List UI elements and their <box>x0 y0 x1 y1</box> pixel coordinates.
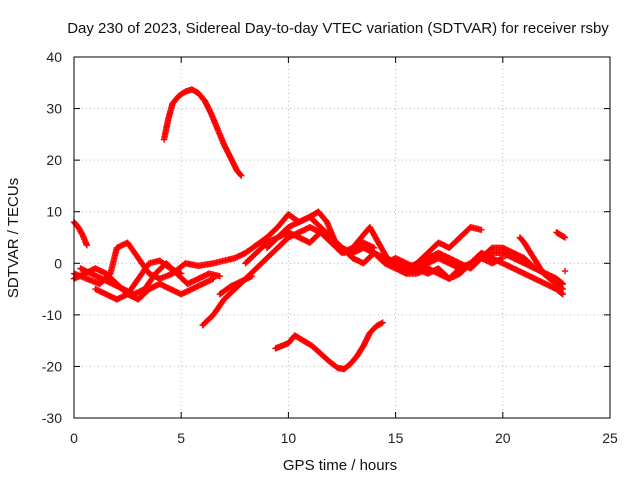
chart-title: Day 230 of 2023, Sidereal Day-to-day VTE… <box>67 20 609 37</box>
y-tick-label: 10 <box>46 204 62 220</box>
y-tick-label: -20 <box>42 358 62 374</box>
y-tick-labels: -30 -20 -10 0 10 20 30 40 <box>42 49 62 426</box>
data-point-marker <box>216 272 223 280</box>
series-s8 <box>216 272 256 298</box>
series-s11 <box>381 249 567 298</box>
y-tick-label: -10 <box>42 307 62 323</box>
x-axis-label: GPS time / hours <box>283 457 397 474</box>
plot-frame <box>73 56 611 419</box>
data-point-marker <box>379 319 386 326</box>
series-s15 <box>561 267 569 275</box>
y-tick-label: 0 <box>54 255 62 271</box>
series-s13 <box>516 234 567 293</box>
series-s6 <box>92 257 185 303</box>
x-tick-label: 25 <box>602 430 618 446</box>
series-s12 <box>392 244 567 288</box>
x-tick-label: 15 <box>388 430 404 446</box>
series-arc-low <box>272 319 386 373</box>
x-tick-label: 10 <box>281 430 297 446</box>
data-point-marker <box>559 285 567 293</box>
data-point-marker <box>558 285 565 292</box>
data-point-marker <box>378 320 385 327</box>
series-s14 <box>553 229 569 241</box>
data-point-marker <box>561 234 569 241</box>
y-axis-label: SDTVAR / TECUs <box>5 178 22 298</box>
x-tick-labels: 0 5 10 15 20 25 <box>70 430 618 446</box>
axis-ticks <box>73 56 611 419</box>
x-tick-label: 0 <box>70 430 78 446</box>
data-point-marker <box>478 226 485 233</box>
x-tick-label: 5 <box>177 430 185 446</box>
data-markers <box>70 86 569 373</box>
data-point-marker <box>83 242 91 249</box>
data-point-marker <box>210 275 217 282</box>
series-s7 <box>199 223 378 329</box>
y-tick-label: 40 <box>46 49 62 65</box>
y-tick-label: 20 <box>46 152 62 168</box>
data-point-marker <box>248 272 256 280</box>
series-arc-high <box>160 86 245 179</box>
x-tick-label: 20 <box>495 430 511 446</box>
y-tick-label: -30 <box>42 410 62 426</box>
data-point-marker <box>237 171 244 178</box>
y-tick-label: 30 <box>46 101 62 117</box>
series-s1 <box>70 218 91 249</box>
data-point-marker <box>238 172 245 179</box>
data-point-marker <box>178 270 185 277</box>
data-point-marker <box>561 267 569 275</box>
grid-layer <box>74 57 610 418</box>
